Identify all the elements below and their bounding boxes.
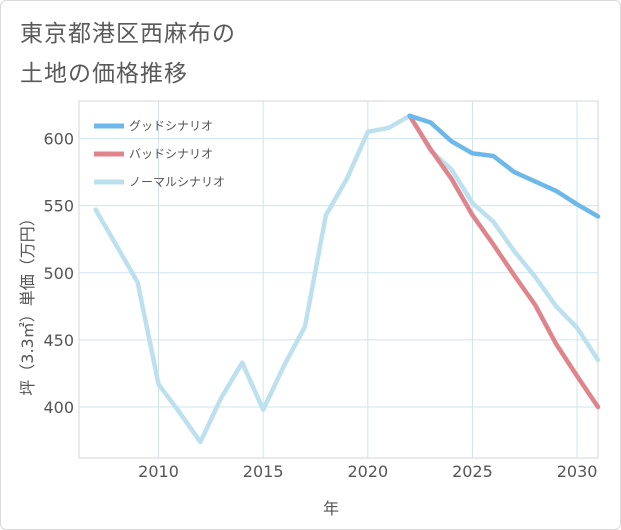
series-line-0 bbox=[407, 113, 601, 219]
legend-label: グッドシナリオ bbox=[129, 119, 213, 133]
series-lines bbox=[93, 113, 601, 445]
y-tick-label: 450 bbox=[43, 331, 74, 350]
y-tick-label: 400 bbox=[43, 398, 74, 417]
x-tick-label: 2010 bbox=[138, 462, 179, 481]
x-axis-title: 年 bbox=[323, 499, 339, 518]
chart-title-line-1: 東京都港区西麻布の bbox=[20, 21, 236, 47]
chart-title-line-2: 土地の価格推移 bbox=[20, 61, 188, 87]
tick-labels: 2010 2015 2020 2025 2030 400 450 500 550 600 bbox=[43, 130, 597, 481]
y-tick-label: 550 bbox=[43, 197, 74, 216]
plot-area bbox=[78, 100, 599, 459]
x-tick-label: 2025 bbox=[452, 462, 493, 481]
legend-label: ノーマルシナリオ bbox=[129, 175, 225, 189]
legend-label: バッドシナリオ bbox=[129, 147, 213, 161]
grid bbox=[79, 101, 598, 458]
x-tick-label: 2030 bbox=[557, 462, 598, 481]
series-line-1 bbox=[407, 113, 601, 410]
series-line-2 bbox=[93, 113, 601, 445]
y-axis-title: 坪（3.3㎡）単価（万円） bbox=[18, 210, 37, 395]
y-tick-label: 500 bbox=[43, 264, 74, 283]
x-tick-label: 2015 bbox=[243, 462, 284, 481]
x-tick-label: 2020 bbox=[347, 462, 388, 481]
y-tick-label: 600 bbox=[43, 130, 74, 149]
